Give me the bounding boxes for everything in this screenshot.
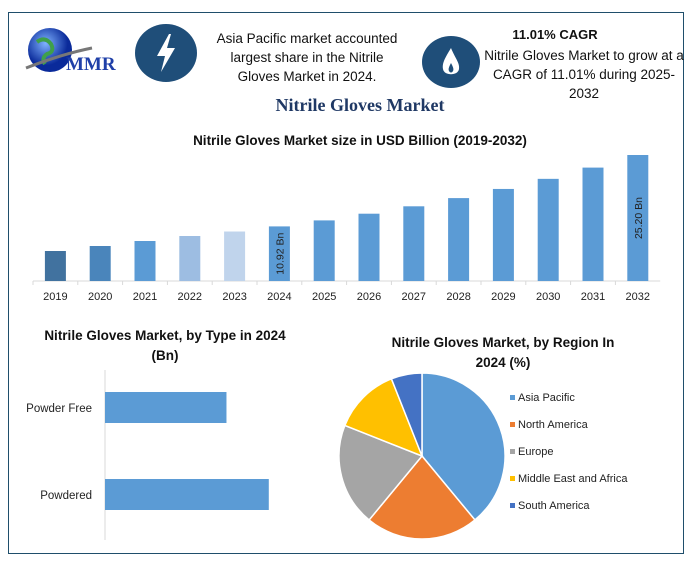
lightning-icon (135, 24, 197, 82)
main-title: Nitrile Gloves Market (275, 95, 445, 115)
bar-2028 (448, 198, 470, 281)
legend-swatch (510, 503, 515, 508)
x-tick-label: 2026 (357, 291, 381, 303)
data-label: 25.20 Bn (633, 197, 645, 239)
region-pie-chart: Asia Pacific North America Europe Middle Ea… (338, 372, 628, 540)
x-tick-label: 2028 (446, 291, 470, 303)
info-asia-pacific: Asia Pacific market accounted largest sh… (216, 31, 398, 84)
x-tick-label: 2029 (491, 291, 515, 303)
bar-powder-free (105, 392, 227, 423)
x-tick-label: 2032 (626, 291, 650, 303)
bar-2024 (268, 226, 290, 281)
x-tick-label: 2030 (536, 291, 560, 303)
bar-2023 (224, 231, 246, 281)
market-size-bar-chart: 2019 2020 2021 2022 2023 2024 10.92 Bn 2025 2026… (32, 155, 661, 303)
bar-2031 (582, 167, 604, 281)
bar-2025 (313, 220, 335, 281)
x-tick-label: 2022 (178, 291, 202, 303)
slice-middle-east-and-africa (343, 377, 424, 458)
slice-south-america (390, 372, 423, 457)
cagr-title: 11.01% CAGR (512, 27, 598, 42)
legend-swatch (510, 422, 515, 427)
mmr-logo: MMR (22, 24, 132, 84)
bar-2026 (358, 213, 380, 281)
legend-label: South America (518, 500, 590, 512)
bar-2020 (89, 246, 111, 281)
type-bar-chart: Powder Free Powdered (26, 370, 269, 540)
bar-chart-title: Nitrile Gloves Market size in USD Billio… (193, 133, 527, 148)
x-tick-label: 2019 (43, 291, 67, 303)
slice-asia-pacific (421, 372, 506, 522)
category-label: Powder Free (26, 403, 92, 415)
flame-icon (422, 36, 480, 88)
info-cagr: Nitrile Gloves Market to grow at a CAGR … (484, 48, 684, 101)
x-tick-label: 2023 (222, 291, 246, 303)
x-tick-label: 2025 (312, 291, 336, 303)
frame-border (8, 12, 684, 554)
x-tick-label: 2021 (133, 291, 157, 303)
bar-2027 (403, 206, 425, 281)
type-chart-title: Nitrile Gloves Market, by Type in 2024 (… (40, 326, 290, 366)
region-chart-title: Nitrile Gloves Market, by Region In 2024… (378, 333, 628, 373)
legend-label: Europe (518, 446, 553, 458)
x-tick-label: 2031 (581, 291, 605, 303)
bar-2032 (627, 155, 649, 281)
type-chart-title-text: Nitrile Gloves Market, by Type in 2024 (… (44, 328, 286, 363)
legend-label: North America (518, 419, 589, 431)
slice-north-america (368, 454, 476, 540)
region-chart-title-text: Nitrile Gloves Market, by Region In 2024… (391, 335, 615, 370)
legend-label: Asia Pacific (518, 392, 575, 404)
legend-swatch (510, 449, 515, 454)
x-tick-label: 2024 (267, 291, 291, 303)
bar-2022 (179, 236, 201, 281)
globe-icon (25, 28, 93, 72)
legend-swatch (510, 476, 515, 481)
x-tick-label: 2027 (402, 291, 426, 303)
bar-powdered (105, 479, 269, 510)
legend-swatch (510, 395, 515, 400)
data-label: 10.92 Bn (274, 233, 286, 275)
bar-2019 (44, 251, 66, 281)
legend-label: Middle East and Africa (518, 473, 628, 485)
bar-2030 (537, 178, 559, 281)
bar-2029 (492, 188, 514, 281)
category-label: Powdered (40, 490, 92, 502)
logo-text: MMR (66, 54, 116, 75)
bar-2021 (134, 241, 156, 281)
slice-europe (338, 424, 424, 522)
x-tick-label: 2020 (88, 291, 112, 303)
